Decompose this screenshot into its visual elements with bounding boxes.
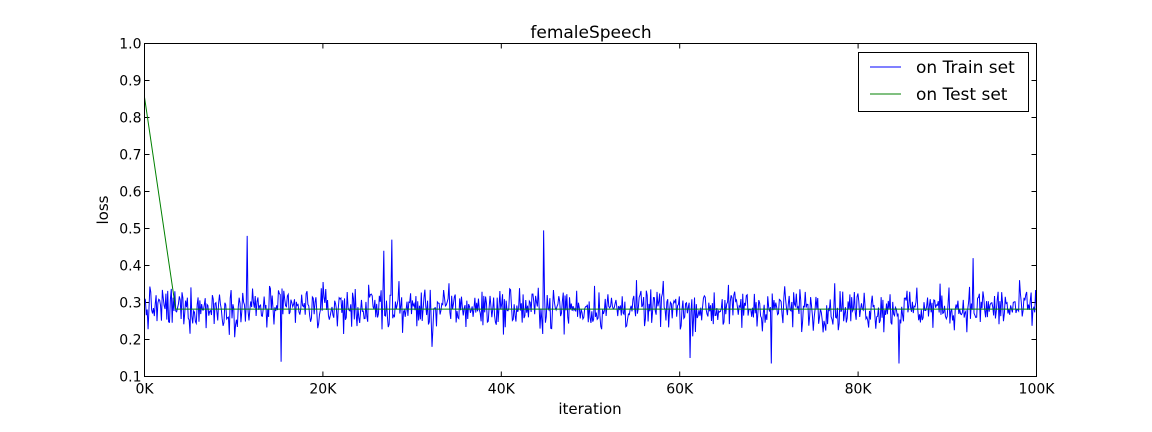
- legend-label-train: on Train set: [916, 58, 1015, 78]
- y-tick-label: 0.2: [119, 333, 141, 349]
- x-tick-label: 60K: [666, 382, 694, 398]
- x-axis-ticks: 0K 20K 40K 60K 80K 100K: [135, 43, 1056, 398]
- y-tick-label: 0.7: [119, 148, 141, 164]
- y-tick-label: 0.1: [119, 370, 141, 386]
- y-tick-label: 0.8: [119, 111, 141, 127]
- y-tick-label: 1.0: [119, 37, 141, 53]
- x-tick-label: 80K: [845, 382, 873, 398]
- y-axis-label: loss: [94, 195, 112, 224]
- plot-frame: [144, 43, 1037, 377]
- x-tick-label: 0K: [135, 382, 154, 398]
- legend-label-test: on Test set: [916, 85, 1008, 105]
- y-tick-label: 0.5: [119, 222, 141, 238]
- legend-box: [858, 52, 1029, 112]
- y-tick-label: 0.4: [119, 259, 141, 275]
- chart-title: femaleSpeech: [530, 23, 651, 43]
- y-axis-ticks: 0.1 0.2 0.3 0.4 0.5 0.6 0.7 0.8 0.9 1.0: [119, 37, 1037, 386]
- series-layer: [144, 97, 1037, 364]
- x-tick-label: 100K: [1019, 382, 1056, 398]
- y-tick-label: 0.3: [119, 296, 141, 312]
- x-tick-label: 20K: [309, 382, 337, 398]
- y-tick-label: 0.9: [119, 74, 141, 90]
- x-axis-label: iteration: [558, 400, 621, 418]
- series-train-line: [144, 230, 1037, 364]
- y-tick-label: 0.6: [119, 185, 141, 201]
- x-tick-label: 40K: [488, 382, 516, 398]
- legend: on Train set on Test set: [858, 52, 1029, 112]
- series-test-line: [144, 97, 1037, 310]
